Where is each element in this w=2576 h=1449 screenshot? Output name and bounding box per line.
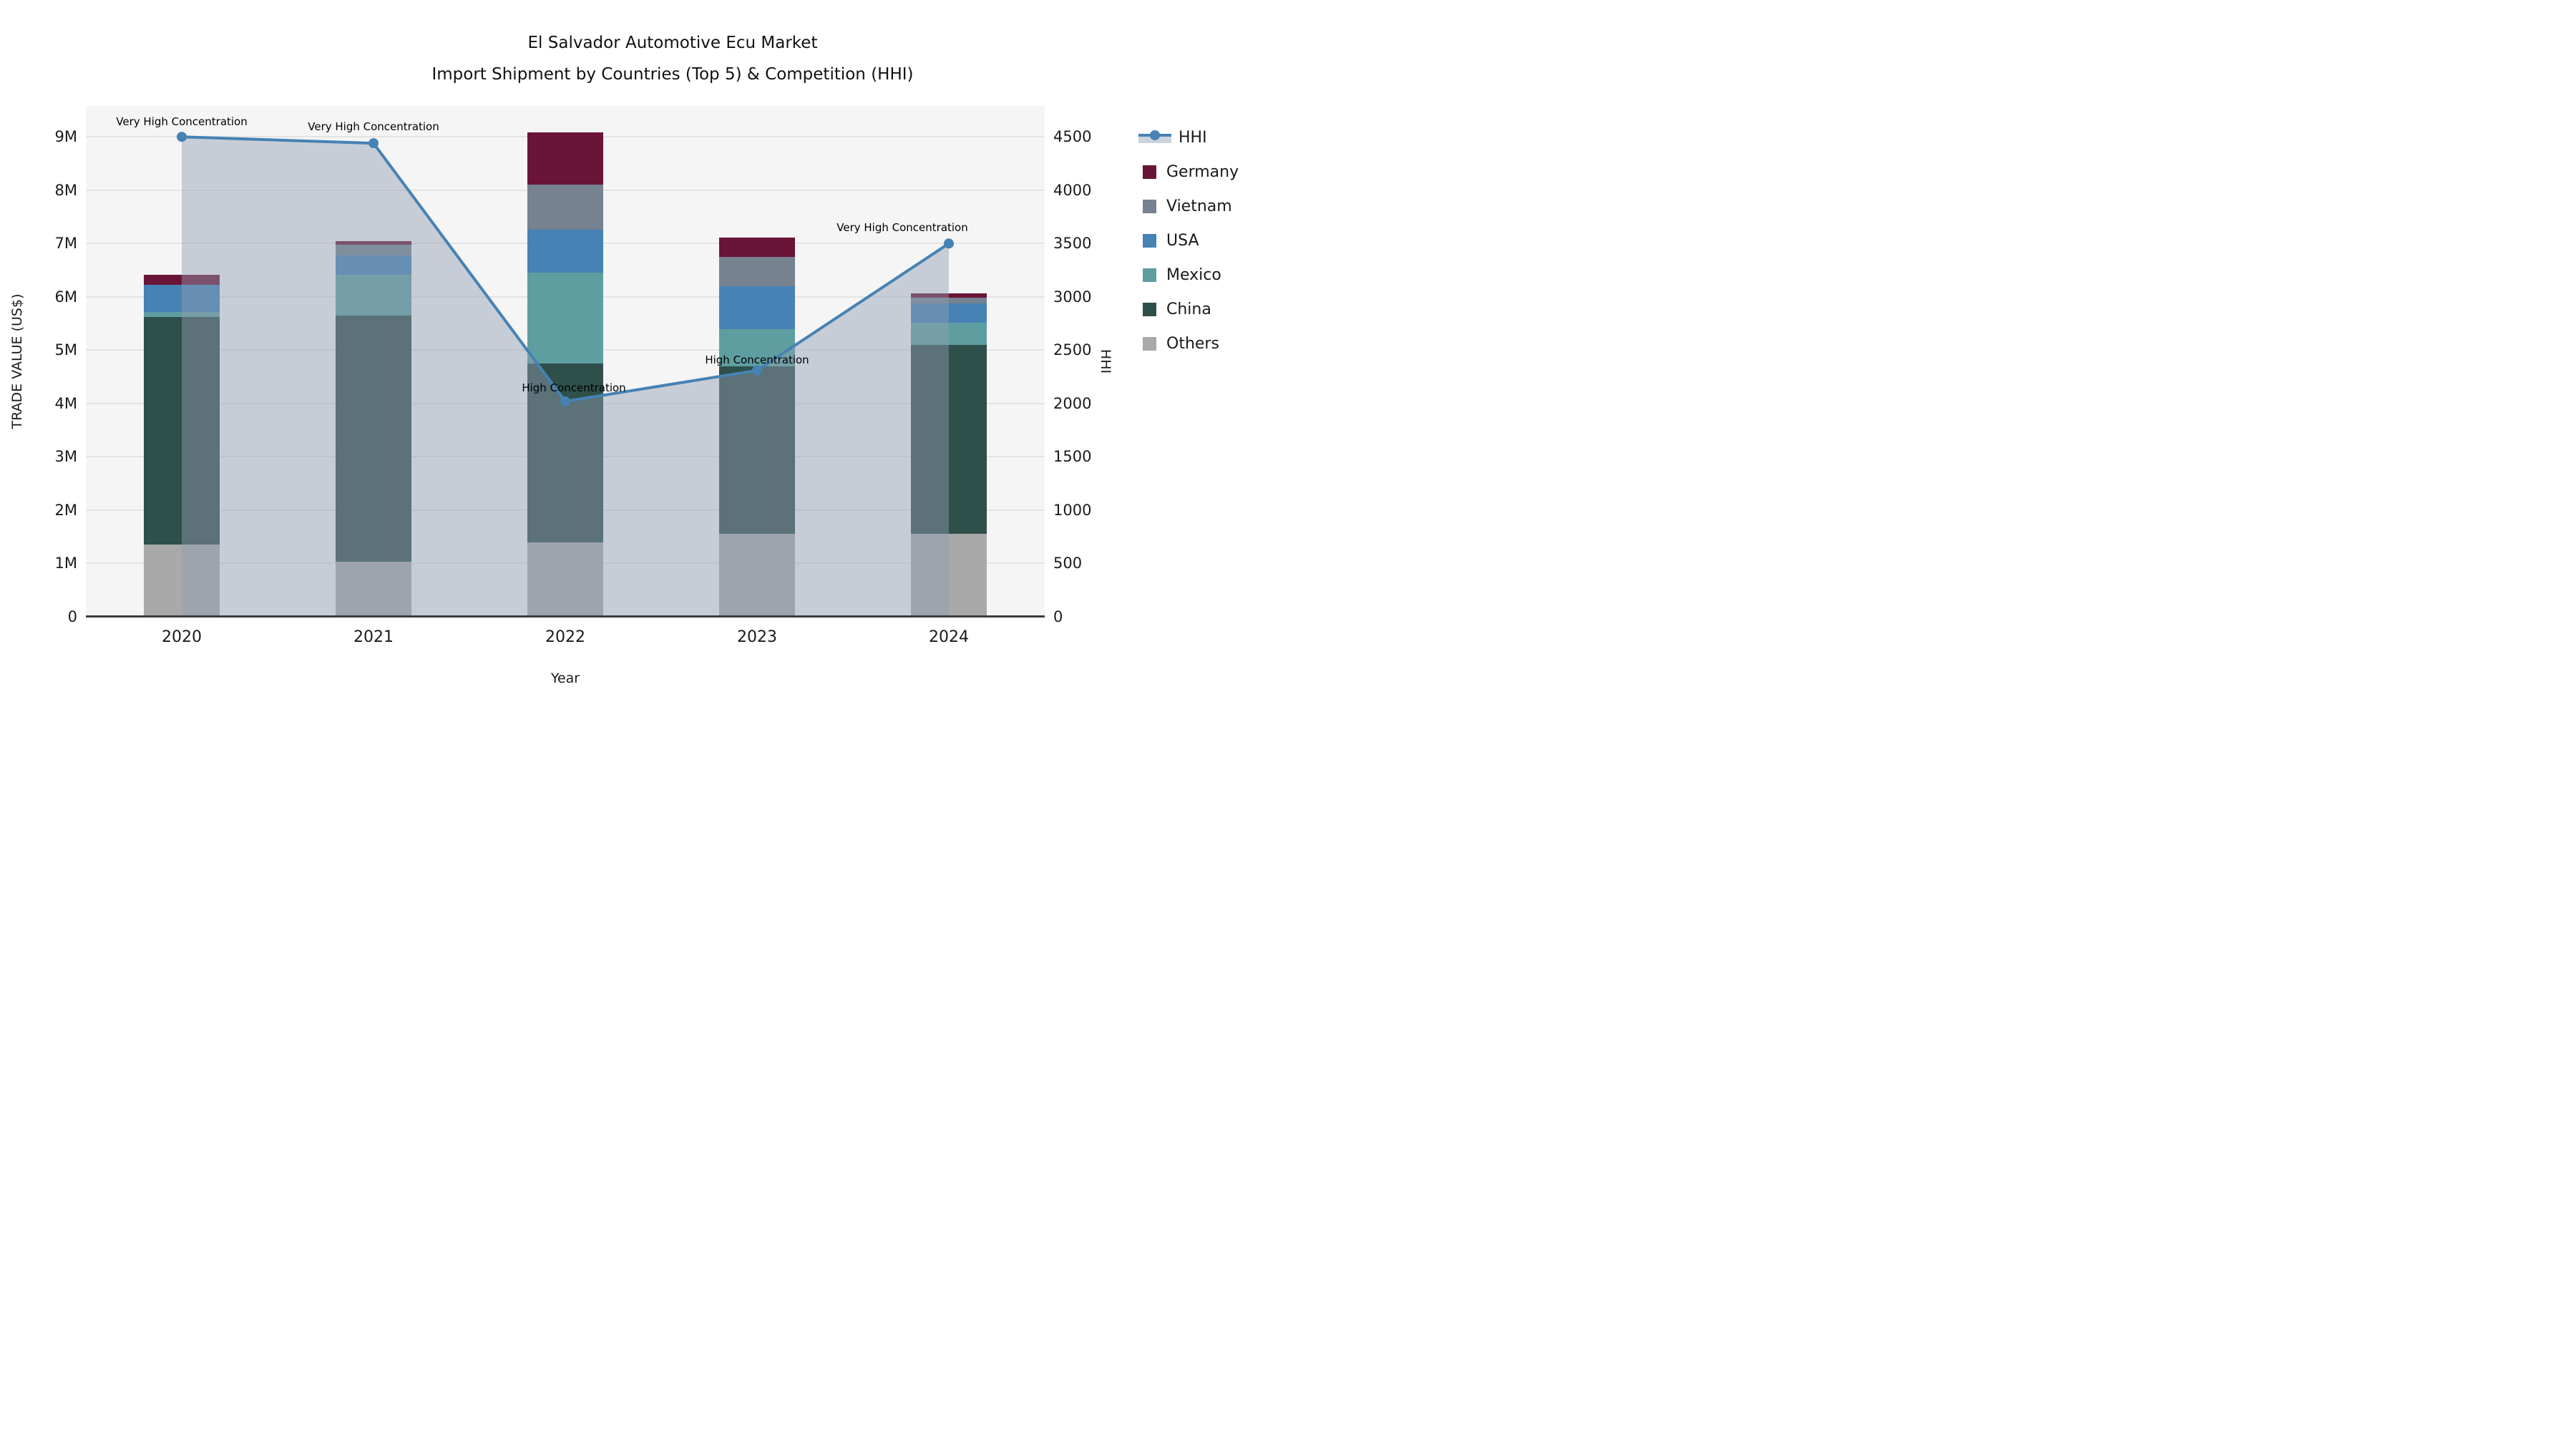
bar-segment-mexico-2021 xyxy=(336,274,411,316)
hhi-area-fill xyxy=(182,137,949,618)
legend-item-china: China xyxy=(1143,292,1239,326)
legend: HHI Germany Vietnam USA Mexico China Others xyxy=(1138,120,1239,361)
bar-segment-germany-2023 xyxy=(719,238,795,257)
bar-segment-others-2024 xyxy=(911,533,987,617)
chart-title-line2: Import Shipment by Countries (Top 5) & C… xyxy=(431,65,914,84)
bar-segment-usa-2021 xyxy=(336,255,411,275)
y-tick-right-3500: 3500 xyxy=(1053,235,1092,253)
bar-segment-china-2021 xyxy=(336,315,411,562)
bar-segment-china-2024 xyxy=(911,344,987,534)
y-tick-left-5M: 5M xyxy=(54,341,77,359)
bar-segment-germany-2024 xyxy=(911,293,987,298)
y-tick-left-2M: 2M xyxy=(54,501,77,519)
legend-label-usa: USA xyxy=(1166,231,1199,250)
legend-swatch-vietnam xyxy=(1143,199,1156,213)
bar-segment-vietnam-2021 xyxy=(336,244,411,256)
y-tick-right-0: 0 xyxy=(1053,608,1063,625)
y-tick-right-4000: 4000 xyxy=(1053,181,1092,199)
bar-segment-vietnam-2022 xyxy=(527,184,603,230)
bar-segment-mexico-2024 xyxy=(911,322,987,345)
bar-segment-vietnam-2024 xyxy=(911,297,987,303)
bar-segment-others-2020 xyxy=(144,544,220,617)
chart-title: El Salvador Automotive Ecu Market Import… xyxy=(86,27,1259,90)
x-tick-2021: 2021 xyxy=(353,628,394,646)
bar-segment-china-2023 xyxy=(719,366,795,534)
annotation-2023: High Concentration xyxy=(705,353,809,366)
legend-item-hhi: HHI xyxy=(1138,120,1239,155)
y-tick-right-500: 500 xyxy=(1053,555,1083,572)
bar-segment-germany-2022 xyxy=(527,132,603,185)
y-tick-right-1500: 1500 xyxy=(1053,448,1092,466)
annotation-2020: Very High Concentration xyxy=(116,115,248,129)
bar-segment-others-2021 xyxy=(336,562,411,617)
y-tick-left-3M: 3M xyxy=(54,448,77,466)
hhi-marker-2020 xyxy=(177,132,187,142)
hhi-marker-2021 xyxy=(369,138,379,149)
y-tick-left-9M: 9M xyxy=(54,128,77,146)
bar-segment-usa-2022 xyxy=(527,229,603,273)
x-tick-2022: 2022 xyxy=(545,628,585,646)
bar-segment-vietnam-2023 xyxy=(719,256,795,286)
legend-label-china: China xyxy=(1166,300,1211,318)
y-tick-right-2000: 2000 xyxy=(1053,394,1092,412)
y-tick-left-7M: 7M xyxy=(54,235,77,253)
legend-label-others: Others xyxy=(1166,334,1219,353)
hhi-marker-2023 xyxy=(752,365,762,376)
legend-swatch-usa xyxy=(1143,233,1156,248)
legend-label-hhi: HHI xyxy=(1179,128,1207,147)
chart-title-line1: El Salvador Automotive Ecu Market xyxy=(527,34,818,52)
y-tick-left-6M: 6M xyxy=(54,288,77,306)
bar-segment-mexico-2020 xyxy=(144,311,220,318)
chart-figure: El Salvador Automotive Ecu Market Import… xyxy=(0,0,1288,725)
bar-segment-others-2023 xyxy=(719,533,795,617)
legend-swatch-mexico xyxy=(1143,268,1156,282)
bar-segment-germany-2021 xyxy=(336,240,411,245)
y-tick-right-4500: 4500 xyxy=(1053,128,1092,146)
bar-segment-mexico-2023 xyxy=(719,328,795,366)
hhi-line-chart xyxy=(177,132,954,618)
annotation-2022: High Concentration xyxy=(522,381,626,394)
bar-segment-usa-2024 xyxy=(911,303,987,323)
bar-segment-germany-2020 xyxy=(144,274,220,285)
legend-item-germany: Germany xyxy=(1143,155,1239,189)
annotation-2021: Very High Concentration xyxy=(308,120,439,134)
bar-segment-usa-2023 xyxy=(719,286,795,329)
bar-segment-usa-2020 xyxy=(144,284,220,312)
y-axis-title-right: HHI xyxy=(1098,348,1113,374)
bar-segment-others-2022 xyxy=(527,542,603,617)
legend-item-others: Others xyxy=(1143,326,1239,361)
y-tick-right-1000: 1000 xyxy=(1053,501,1092,519)
x-tick-2023: 2023 xyxy=(737,628,777,646)
y-tick-left-8M: 8M xyxy=(54,181,77,199)
x-axis-spine xyxy=(86,615,1045,618)
y-tick-left-4M: 4M xyxy=(54,394,77,412)
legend-item-vietnam: Vietnam xyxy=(1143,189,1239,223)
legend-label-vietnam: Vietnam xyxy=(1166,197,1232,215)
bar-segment-china-2022 xyxy=(527,364,603,543)
hhi-line-sample-icon xyxy=(1138,130,1171,144)
x-tick-2024: 2024 xyxy=(929,628,969,646)
plot-area: 0 1M 2M 3M 4M 5M 6M 7M 8M 9M 0 500 1000 1500 2000 2500 3… xyxy=(55,106,1091,646)
y-tick-right-3000: 3000 xyxy=(1053,288,1092,306)
y-tick-left-0: 0 xyxy=(67,608,77,625)
legend-swatch-others xyxy=(1143,336,1156,351)
x-axis-title: Year xyxy=(550,670,580,686)
legend-item-usa: USA xyxy=(1143,223,1239,258)
x-tick-2020: 2020 xyxy=(162,628,202,646)
y-axis-title-left: TRADE VALUE (US$) xyxy=(9,293,25,429)
legend-item-mexico: Mexico xyxy=(1143,258,1239,292)
legend-swatch-china xyxy=(1143,302,1156,316)
y-tick-left-1M: 1M xyxy=(54,555,77,572)
legend-label-mexico: Mexico xyxy=(1166,265,1221,284)
hhi-marker-2022 xyxy=(560,396,570,406)
annotation-2024: Very High Concentration xyxy=(836,221,968,235)
legend-swatch-germany xyxy=(1143,165,1156,179)
hhi-marker-2024 xyxy=(944,238,954,249)
bar-segment-mexico-2022 xyxy=(527,273,603,364)
legend-label-germany: Germany xyxy=(1166,162,1239,181)
y-tick-right-2500: 2500 xyxy=(1053,341,1092,359)
bar-segment-china-2020 xyxy=(144,317,220,545)
